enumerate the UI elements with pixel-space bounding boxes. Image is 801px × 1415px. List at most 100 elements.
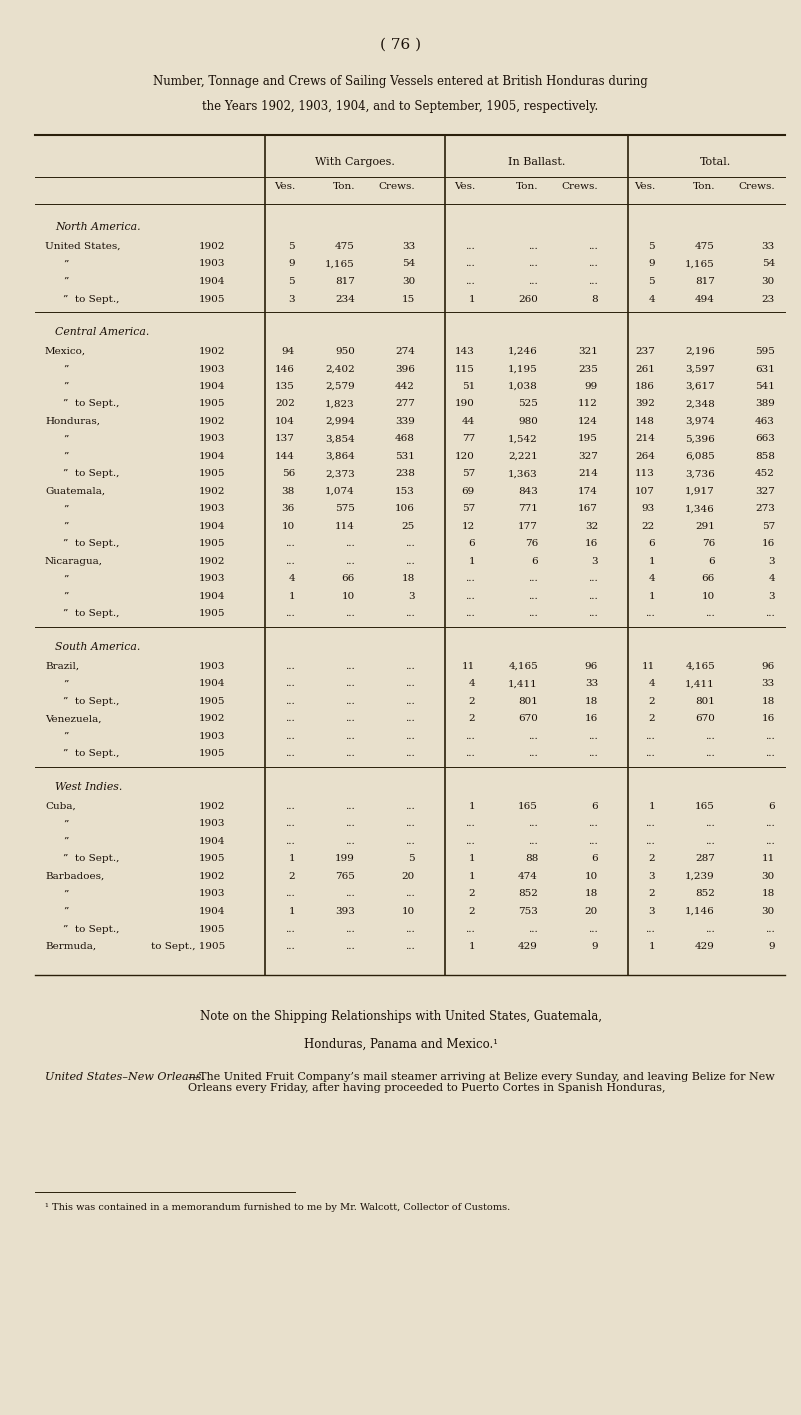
Text: 2,221: 2,221 xyxy=(509,451,538,461)
Text: ...: ... xyxy=(528,591,538,601)
Text: 76: 76 xyxy=(525,539,538,549)
Text: 2: 2 xyxy=(648,855,655,863)
Text: 494: 494 xyxy=(695,294,715,303)
Text: ”: ” xyxy=(63,732,68,741)
Text: 30: 30 xyxy=(762,277,775,286)
Text: 1902: 1902 xyxy=(199,802,225,811)
Text: 56: 56 xyxy=(282,470,295,478)
Text: ...: ... xyxy=(528,242,538,250)
Text: 291: 291 xyxy=(695,522,715,531)
Text: 1: 1 xyxy=(469,294,475,303)
Text: 10: 10 xyxy=(402,907,415,916)
Text: 2: 2 xyxy=(288,872,295,882)
Text: ...: ... xyxy=(345,942,355,951)
Text: 1,917: 1,917 xyxy=(685,487,715,497)
Text: ...: ... xyxy=(588,750,598,758)
Text: 30: 30 xyxy=(762,872,775,882)
Text: ...: ... xyxy=(405,819,415,829)
Text: 153: 153 xyxy=(395,487,415,497)
Text: Ton.: Ton. xyxy=(516,183,538,191)
Text: 1902: 1902 xyxy=(199,715,225,723)
Text: ”: ” xyxy=(63,819,68,829)
Text: ...: ... xyxy=(765,750,775,758)
Text: ”: ” xyxy=(63,591,68,601)
Text: 137: 137 xyxy=(275,434,295,443)
Text: 392: 392 xyxy=(635,399,655,409)
Text: ...: ... xyxy=(528,259,538,269)
Text: ...: ... xyxy=(345,838,355,846)
Text: ...: ... xyxy=(345,732,355,741)
Text: 66: 66 xyxy=(702,574,715,583)
Text: 6: 6 xyxy=(531,558,538,566)
Text: 843: 843 xyxy=(518,487,538,497)
Text: 44: 44 xyxy=(461,417,475,426)
Text: 6: 6 xyxy=(469,539,475,549)
Text: 135: 135 xyxy=(275,382,295,391)
Text: ...: ... xyxy=(405,539,415,549)
Text: 531: 531 xyxy=(395,451,415,461)
Text: ...: ... xyxy=(588,732,598,741)
Text: 396: 396 xyxy=(395,365,415,374)
Text: 11: 11 xyxy=(461,662,475,671)
Text: 950: 950 xyxy=(335,347,355,357)
Text: ...: ... xyxy=(285,890,295,899)
Text: 2,579: 2,579 xyxy=(325,382,355,391)
Text: ...: ... xyxy=(528,574,538,583)
Text: 1903: 1903 xyxy=(199,819,225,829)
Text: 3: 3 xyxy=(591,558,598,566)
Text: 2: 2 xyxy=(469,907,475,916)
Text: 1904: 1904 xyxy=(199,679,225,689)
Text: 1: 1 xyxy=(648,942,655,951)
Text: 1,823: 1,823 xyxy=(325,399,355,409)
Text: ...: ... xyxy=(405,679,415,689)
Text: ...: ... xyxy=(705,924,715,934)
Text: 1: 1 xyxy=(469,802,475,811)
Text: ...: ... xyxy=(285,838,295,846)
Text: 389: 389 xyxy=(755,399,775,409)
Text: ...: ... xyxy=(705,838,715,846)
Text: Bermuda,: Bermuda, xyxy=(45,942,96,951)
Text: 4: 4 xyxy=(648,574,655,583)
Text: 3: 3 xyxy=(768,558,775,566)
Text: ...: ... xyxy=(285,539,295,549)
Text: ...: ... xyxy=(528,277,538,286)
Text: 4: 4 xyxy=(768,574,775,583)
Text: 327: 327 xyxy=(578,451,598,461)
Text: 4: 4 xyxy=(648,294,655,303)
Text: 6: 6 xyxy=(591,802,598,811)
Text: ...: ... xyxy=(345,558,355,566)
Text: 1905: 1905 xyxy=(199,855,225,863)
Text: ...: ... xyxy=(285,679,295,689)
Text: 1903: 1903 xyxy=(199,434,225,443)
Text: 23: 23 xyxy=(762,294,775,303)
Text: Number, Tonnage and Crews of Sailing Vessels entered at British Honduras during: Number, Tonnage and Crews of Sailing Ves… xyxy=(153,75,648,88)
Text: 11: 11 xyxy=(762,855,775,863)
Text: 1902: 1902 xyxy=(199,417,225,426)
Text: ...: ... xyxy=(345,698,355,706)
Text: 16: 16 xyxy=(762,715,775,723)
Text: 663: 663 xyxy=(755,434,775,443)
Text: 1903: 1903 xyxy=(199,890,225,899)
Text: 5: 5 xyxy=(648,277,655,286)
Text: Total.: Total. xyxy=(699,157,731,167)
Text: 66: 66 xyxy=(342,574,355,583)
Text: 595: 595 xyxy=(755,347,775,357)
Text: 12: 12 xyxy=(461,522,475,531)
Text: 10: 10 xyxy=(585,872,598,882)
Text: ...: ... xyxy=(405,924,415,934)
Text: 10: 10 xyxy=(342,591,355,601)
Text: 1902: 1902 xyxy=(199,872,225,882)
Text: 5: 5 xyxy=(409,855,415,863)
Text: ”  to Sept.,: ” to Sept., xyxy=(63,750,119,758)
Text: ”: ” xyxy=(63,365,68,374)
Text: ”: ” xyxy=(63,574,68,583)
Text: ”  to Sept.,: ” to Sept., xyxy=(63,610,119,618)
Text: 2: 2 xyxy=(648,698,655,706)
Text: 3: 3 xyxy=(648,907,655,916)
Text: 1: 1 xyxy=(648,802,655,811)
Text: 38: 38 xyxy=(282,487,295,497)
Text: ...: ... xyxy=(405,838,415,846)
Text: 165: 165 xyxy=(695,802,715,811)
Text: 287: 287 xyxy=(695,855,715,863)
Text: ...: ... xyxy=(405,662,415,671)
